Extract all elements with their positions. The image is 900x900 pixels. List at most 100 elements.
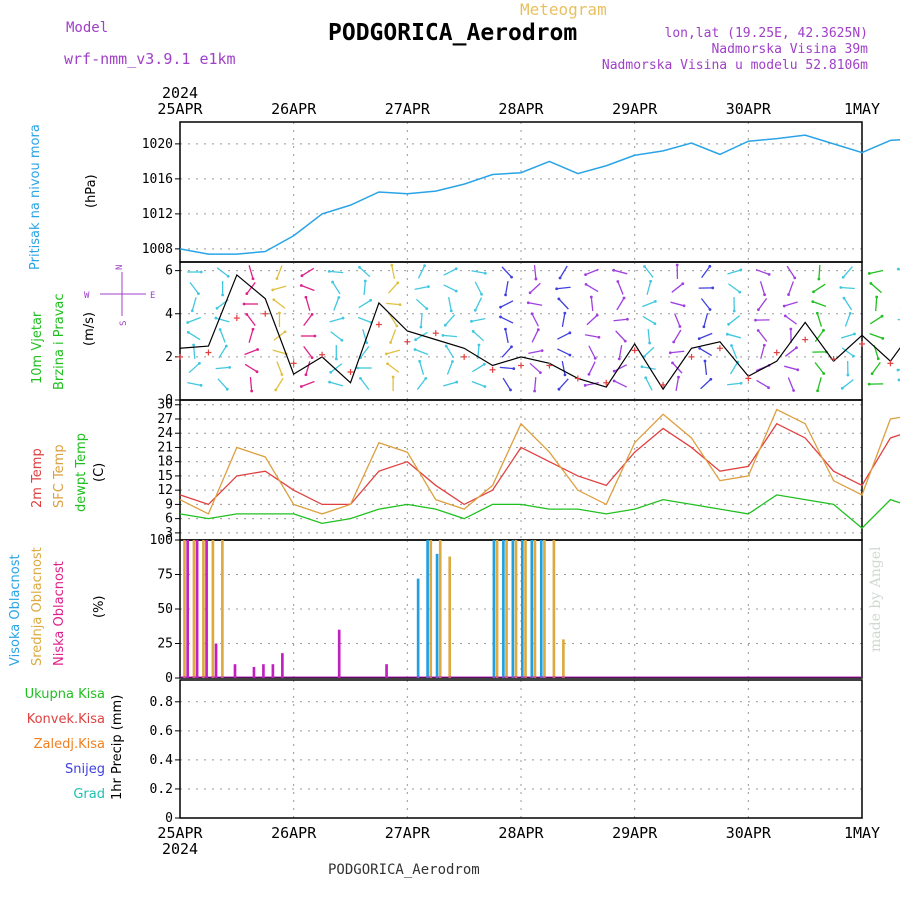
wind-barb (615, 330, 626, 342)
wind-barb-head (455, 380, 459, 384)
cloud-mid-bar (438, 540, 442, 678)
wind-barb-head (557, 387, 561, 391)
wind-barb (585, 268, 599, 276)
wind-barb-head (811, 300, 815, 304)
wind-barb-head (709, 377, 713, 381)
wind-barb-head (509, 388, 512, 392)
wind-barb-head (555, 287, 559, 291)
wind-barb-head (310, 356, 314, 359)
temp-ytick-label: 12 (157, 483, 173, 498)
wind-barb (585, 283, 599, 293)
wind-barb (528, 302, 543, 306)
wind-barb-head (245, 313, 249, 316)
wind-barb-head (192, 343, 195, 347)
wind-barb (784, 301, 798, 307)
wind-barb-head (841, 275, 845, 279)
wind-barb (215, 317, 230, 323)
temp-ytick-label: 3 (165, 526, 173, 541)
wind-barb-head (875, 295, 879, 299)
wind-barb-head (255, 370, 259, 374)
temp-ytick-label: 18 (157, 455, 173, 470)
wind-barb-head (703, 359, 707, 363)
wind-barb-head (644, 376, 648, 380)
bottom-date-label: 27APR (385, 824, 431, 842)
wind-barb (704, 360, 708, 376)
wind-barb (641, 366, 656, 370)
wind-barb (727, 382, 742, 386)
wind-barb (816, 313, 823, 327)
wind-barb-head (817, 277, 821, 281)
pressure-ytick-label: 1008 (142, 242, 173, 257)
wind-barb-head (612, 379, 616, 383)
wind-barb (645, 377, 653, 391)
wind-barb (618, 344, 623, 360)
precip-type-total: Ukupna Kisa (24, 687, 105, 702)
wind-barb-head (869, 282, 873, 285)
wind-barb-head (640, 365, 644, 369)
cloud-ytick-label: 0 (165, 671, 173, 686)
wind-barb-head (739, 268, 743, 272)
wind-barb-head (390, 263, 394, 267)
wind-panel: 0 2 4 6 (165, 261, 900, 408)
wind-barb-head (199, 270, 203, 274)
wind-barb-head (283, 330, 287, 334)
footer-station: PODGORICA_Aerodrom (328, 862, 480, 878)
wind-barb-head (793, 276, 797, 280)
wind-barb (442, 334, 457, 338)
wind-barb (616, 297, 625, 311)
wind-barb-head (395, 324, 399, 328)
wind-barb (675, 376, 680, 392)
wind-barb (812, 300, 827, 308)
wind-barb (272, 285, 287, 291)
wind-barb-head (398, 303, 402, 307)
top-date-label: 25APR (157, 100, 203, 118)
wind-barb-head (272, 298, 276, 302)
wind-barb-head (568, 331, 572, 335)
wind-barb (755, 268, 770, 276)
cloud-panel: 0 25 50 75 100 (150, 533, 863, 686)
wind-barb-head (424, 377, 428, 380)
wind-barb-head (643, 265, 646, 268)
lonlat: lon,lat (19.25E, 42.3625N) (664, 26, 869, 41)
model-elevation: Nadmorska Visina u modelu 52.8106m (601, 58, 868, 73)
cloud-mid-bar (543, 540, 546, 678)
wind-barb (387, 282, 399, 294)
wind-barb-head (880, 314, 884, 318)
temp-2m-line (179, 422, 900, 506)
chart-kind: Meteogram (520, 0, 607, 19)
wind-barb (415, 298, 428, 310)
wind-barb (414, 286, 429, 290)
wind-ytick-label: 2 (165, 350, 173, 365)
wind-barb-head (510, 275, 513, 279)
wind-barb (533, 376, 537, 392)
wind-barb (189, 282, 199, 294)
wind-barb (588, 361, 596, 375)
bottom-date-axis: 25APR 26APR 27APR 28APR 29APR 30APR 1MAY 2024 (157, 824, 880, 858)
pressure-ytick-label: 1020 (142, 137, 173, 152)
bottom-date-label: 30APR (726, 824, 772, 842)
wind-barb (727, 333, 742, 339)
wind-barb-head (386, 362, 389, 366)
wind-barb (219, 329, 226, 343)
wind-barb (391, 265, 396, 279)
precip-type-grad: Grad (73, 787, 105, 802)
precip-ytick-label: 0.8 (150, 695, 173, 710)
wind-barb-head (536, 328, 540, 332)
wind-barb (446, 361, 454, 375)
wind-barb (814, 329, 825, 343)
wind-barb-head (228, 365, 231, 369)
precip-ytick-label: 0.2 (150, 782, 173, 797)
wind-barb-head (504, 327, 507, 331)
wind-barb-head (789, 327, 793, 331)
cloud-low-bar (233, 664, 237, 678)
wind-barb (757, 297, 768, 311)
precip-type-conv: Konvek.Kisa (26, 712, 105, 727)
wind-barb-head (584, 282, 588, 286)
wind-barb (305, 361, 311, 375)
wind-barb-head (329, 370, 333, 374)
precip-frame (179, 679, 863, 819)
wind-barb (500, 316, 514, 324)
wind-barb-head (616, 280, 620, 283)
wind-barb-head (224, 344, 228, 348)
wind-barb (700, 298, 711, 310)
